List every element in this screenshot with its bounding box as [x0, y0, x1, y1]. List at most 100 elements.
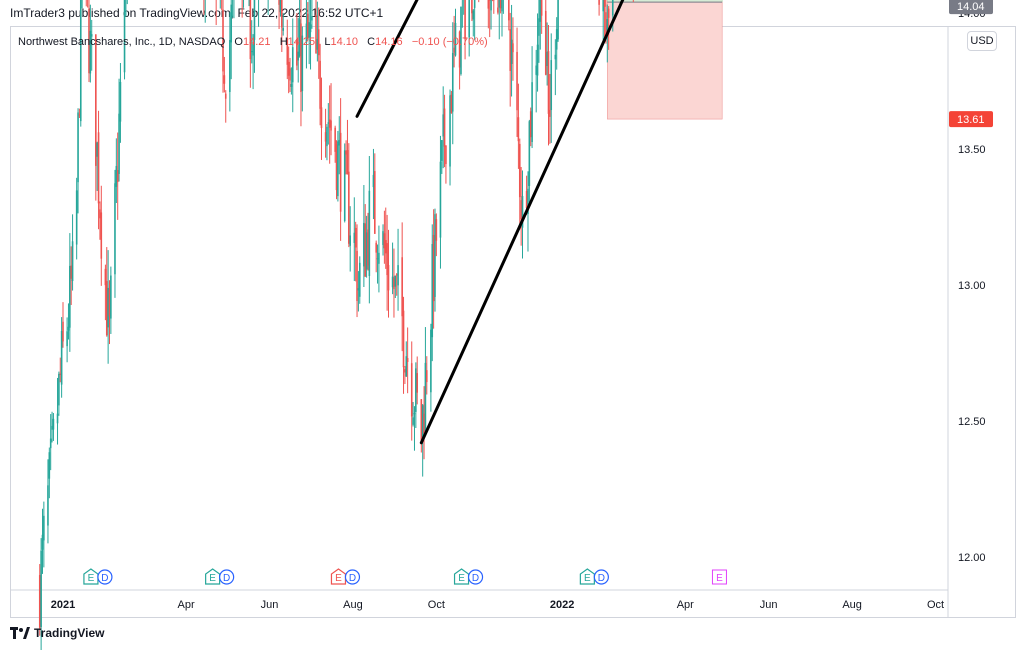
candle — [316, 1, 319, 62]
candle-body — [309, 24, 312, 33]
candle — [315, 0, 317, 54]
candle-body — [95, 34, 97, 166]
candle-body — [488, 0, 491, 1]
candle-body — [434, 214, 436, 297]
candle-body — [357, 288, 360, 291]
change-value: −0.10 (−0.70%) — [411, 36, 488, 48]
candle — [40, 538, 42, 650]
candle — [308, 0, 310, 65]
candle-body — [62, 321, 64, 342]
candle — [450, 90, 453, 114]
candle-body — [324, 132, 327, 142]
earnings-icon — [205, 568, 221, 585]
candle-body — [358, 262, 361, 297]
candle-body — [296, 39, 298, 66]
candle — [67, 303, 70, 340]
dividend-icon-label: D — [472, 573, 479, 584]
candle — [367, 212, 369, 271]
candle-body — [335, 144, 338, 191]
candle-body — [402, 310, 405, 368]
candle-body — [517, 117, 520, 142]
candle-body — [445, 145, 447, 165]
candle-body — [110, 275, 112, 319]
time-tick-label: Oct — [428, 599, 445, 611]
candle — [100, 185, 103, 286]
candle — [52, 413, 55, 441]
candle — [81, 0, 83, 9]
candle-body — [123, 0, 126, 73]
candle — [454, 8, 457, 57]
candle — [384, 207, 387, 269]
earnings-icon-label: E — [458, 573, 465, 584]
candle-body — [60, 331, 63, 385]
candle-body — [605, 12, 607, 36]
candle-body — [286, 37, 289, 65]
candle-body — [105, 281, 108, 336]
candle-body — [56, 413, 59, 424]
candle — [535, 49, 537, 113]
candle — [215, 0, 217, 26]
candle — [492, 0, 495, 14]
candle-body — [354, 227, 357, 248]
candle-body — [555, 29, 558, 50]
candle-body — [224, 93, 227, 99]
candle — [387, 229, 390, 318]
candle — [410, 341, 413, 441]
candle — [406, 327, 409, 394]
candle-body — [387, 265, 390, 291]
entry-price-label: 14.04 — [949, 0, 993, 15]
candle — [518, 138, 521, 230]
candle-body — [48, 452, 51, 479]
candle — [430, 323, 432, 412]
candle — [307, 2, 309, 40]
candle — [432, 209, 435, 329]
candle — [368, 155, 371, 304]
candle-body — [538, 18, 540, 36]
candle — [252, 34, 254, 90]
candle — [374, 153, 376, 234]
candle-body — [90, 34, 93, 37]
candle-body — [529, 111, 532, 138]
candle-body — [305, 23, 308, 43]
earnings-icon-label: E — [335, 573, 342, 584]
candle-body — [464, 0, 466, 40]
candle-body — [415, 368, 417, 412]
candle — [393, 248, 395, 318]
candle-body — [307, 13, 309, 39]
candle — [230, 0, 233, 80]
candle — [250, 20, 253, 64]
candle-body — [89, 30, 92, 74]
candle — [346, 119, 349, 175]
candle — [282, 12, 284, 36]
candle — [51, 411, 53, 443]
candle — [405, 341, 408, 377]
tradingview-brand[interactable]: TradingView — [10, 626, 104, 640]
candle — [290, 67, 293, 95]
candle — [401, 222, 403, 352]
candle-body — [71, 241, 74, 281]
dividend-icon — [593, 569, 609, 585]
candle-body — [383, 233, 386, 249]
brand-name: TradingView — [34, 626, 105, 640]
candle — [509, 12, 512, 107]
price-tick-label: 13.00 — [958, 280, 986, 292]
candle — [311, 0, 313, 29]
candle-body — [468, 0, 470, 38]
candle — [79, 0, 82, 127]
candle-body — [430, 329, 432, 393]
time-tick-label: Aug — [343, 599, 363, 611]
candle — [550, 33, 553, 143]
candle — [425, 356, 428, 395]
candle — [38, 564, 41, 636]
candle-body — [38, 575, 41, 628]
dividend-icon-label: D — [223, 573, 230, 584]
candle — [330, 83, 332, 156]
candle — [354, 221, 357, 282]
candle-body — [281, 0, 283, 28]
currency-button[interactable]: USD — [967, 31, 997, 51]
candle-body — [317, 29, 320, 56]
candle — [394, 275, 397, 298]
